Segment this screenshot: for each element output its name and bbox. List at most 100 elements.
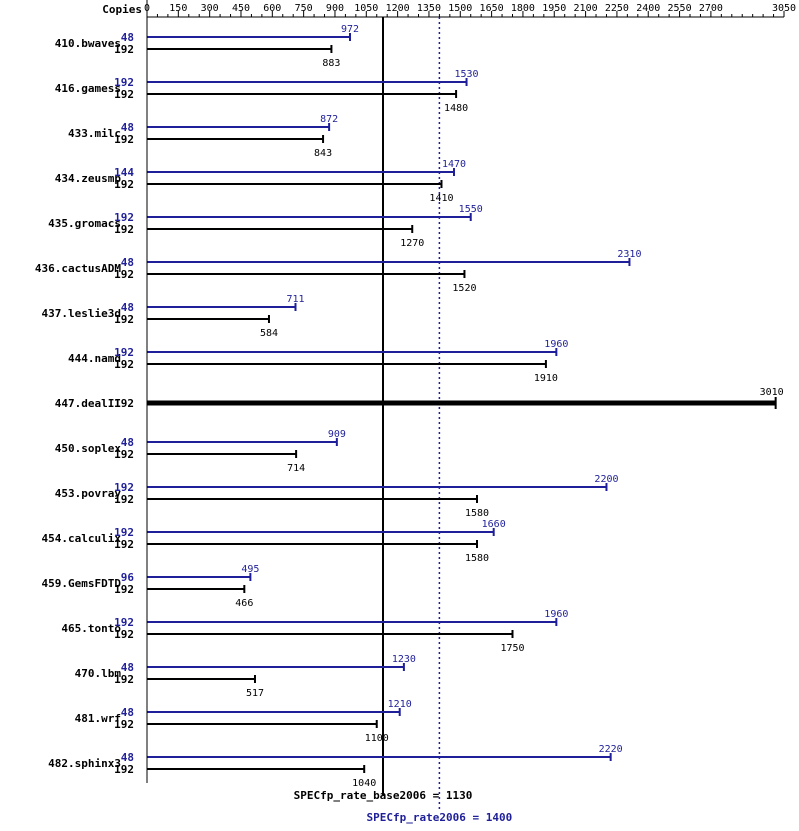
base-copies: 192 <box>114 313 134 326</box>
x-tick-label: 1350 <box>417 3 441 14</box>
benchmark-label: 481.wrf <box>75 712 121 725</box>
x-tick-label: 750 <box>295 3 313 14</box>
base-copies: 192 <box>114 358 134 371</box>
peak-value-label: 2310 <box>617 249 641 260</box>
peak-copies: 144 <box>114 166 134 179</box>
x-tick-label: 1200 <box>386 3 410 14</box>
reference-label: SPECfp_rate2006 = 1400 <box>367 811 513 824</box>
reference-lines <box>382 17 441 810</box>
peak-copies: 48 <box>121 256 134 269</box>
base-copies: 192 <box>114 448 134 461</box>
benchmark-label: 444.namd <box>68 352 121 365</box>
peak-copies: 48 <box>121 436 134 449</box>
base-value-label: 1910 <box>534 373 558 384</box>
peak-value-label: 1530 <box>454 69 478 80</box>
x-tick-label: 300 <box>201 3 219 14</box>
x-tick-label: 1800 <box>511 3 535 14</box>
peak-value-label: 711 <box>286 294 304 305</box>
base-copies: 192 <box>114 223 134 236</box>
x-tick-label: 0 <box>144 3 150 14</box>
peak-copies: 48 <box>121 706 134 719</box>
peak-value-label: 1470 <box>442 159 466 170</box>
reference-label: SPECfp_rate_base2006 = 1130 <box>294 789 473 802</box>
base-value-label: 1580 <box>465 553 489 564</box>
x-tick-label: 1050 <box>354 3 378 14</box>
base-value-label: 1100 <box>365 733 389 744</box>
base-copies: 192 <box>114 397 134 410</box>
base-copies: 192 <box>114 88 134 101</box>
base-value-label: 1410 <box>429 193 453 204</box>
x-tick-label: 600 <box>263 3 281 14</box>
benchmark-label: 450.soplex <box>55 442 122 455</box>
base-value-label: 1520 <box>452 283 476 294</box>
peak-value-label: 1210 <box>388 699 412 710</box>
x-tick-label: 2550 <box>668 3 692 14</box>
base-copies: 192 <box>114 628 134 641</box>
base-copies: 192 <box>114 538 134 551</box>
peak-copies: 48 <box>121 661 134 674</box>
x-tick-label: 1650 <box>480 3 504 14</box>
base-value-label: 1750 <box>500 643 524 654</box>
base-copies: 192 <box>114 718 134 731</box>
x-tick-label: 2400 <box>636 3 660 14</box>
base-copies: 192 <box>114 268 134 281</box>
x-axis: 0 150 300 450 600 750 900 1050 1200 1350 1500 1650 1… <box>144 0 796 18</box>
benchmark-label: 433.milc <box>68 127 121 140</box>
base-copies: 192 <box>114 178 134 191</box>
benchmark-label: 435.gromacs <box>48 217 121 230</box>
benchmark-label: 465.tonto <box>61 622 121 635</box>
reference-labels: SPECfp_rate_base2006 = 1130 SPECfp_rate20… <box>294 789 513 824</box>
base-value-label: 1580 <box>465 508 489 519</box>
peak-value-label: 2220 <box>599 744 623 755</box>
base-copies: 192 <box>114 673 134 686</box>
peak-value-label: 2200 <box>594 474 618 485</box>
peak-copies: 192 <box>114 616 134 629</box>
peak-copies: 48 <box>121 751 134 764</box>
peak-value-label: 1230 <box>392 654 416 665</box>
base-value-label: 843 <box>314 148 332 159</box>
peak-copies: 48 <box>121 31 134 44</box>
peak-value-label: 1660 <box>482 519 506 530</box>
peak-copies: 192 <box>114 481 134 494</box>
base-value-label: 466 <box>235 598 253 609</box>
peak-copies: 192 <box>114 76 134 89</box>
benchmark-label: 434.zeusmp <box>55 172 122 185</box>
copies-header: Copies <box>102 3 142 16</box>
base-copies: 192 <box>114 763 134 776</box>
peak-value-label: 872 <box>320 114 338 125</box>
peak-copies: 48 <box>121 121 134 134</box>
base-copies: 192 <box>114 133 134 146</box>
base-copies: 192 <box>114 583 134 596</box>
x-tick-label: 900 <box>326 3 344 14</box>
peak-copies: 48 <box>121 301 134 314</box>
benchmark-label: 447.dealII <box>55 397 121 410</box>
base-value-label: 584 <box>260 328 278 339</box>
peak-copies: 192 <box>114 211 134 224</box>
peak-value-label: 495 <box>241 564 259 575</box>
peak-copies: 192 <box>114 526 134 539</box>
peak-value-label: 1960 <box>544 609 568 620</box>
peak-copies: 192 <box>114 346 134 359</box>
x-tick-label: 1500 <box>448 3 472 14</box>
x-tick-label: 2250 <box>605 3 629 14</box>
peak-value-label: 1960 <box>544 339 568 350</box>
benchmark-label: 437.leslie3d <box>42 307 121 320</box>
base-copies: 192 <box>114 43 134 56</box>
x-tick-label: 2100 <box>574 3 598 14</box>
base-value-label: 883 <box>322 58 340 69</box>
benchmark-label: 459.GemsFDTD <box>42 577 122 590</box>
benchmark-rows: 410.bwaves 48972192883416.gamess192153019… <box>35 17 784 789</box>
benchmark-label: 416.gamess <box>55 82 121 95</box>
base-value-label: 714 <box>287 463 305 474</box>
base-value-label: 517 <box>246 688 264 699</box>
peak-copies: 96 <box>121 571 135 584</box>
x-tick-label: 1950 <box>542 3 566 14</box>
peak-value-label: 972 <box>341 24 359 35</box>
benchmark-label: 410.bwaves <box>55 37 121 50</box>
x-tick-label: 450 <box>232 3 250 14</box>
peak-value-label: 1550 <box>459 204 483 215</box>
benchmark-label: 453.povray <box>55 487 122 500</box>
base-copies: 192 <box>114 493 134 506</box>
benchmark-label: 482.sphinx3 <box>48 757 121 770</box>
